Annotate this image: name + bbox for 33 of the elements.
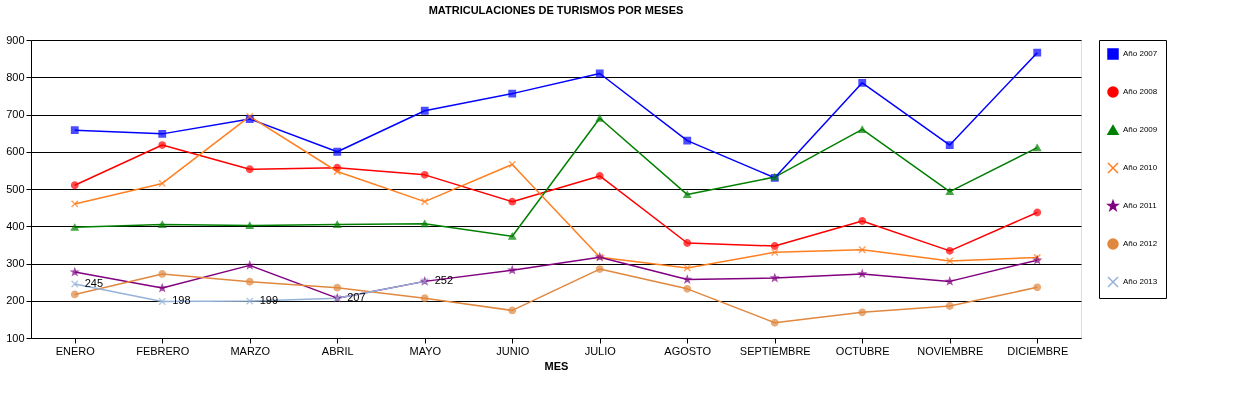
x-tick-label: DICIEMBRE <box>1007 344 1069 357</box>
x-tick-label: JULIO <box>584 344 617 357</box>
legend-label: Año 2011 <box>1123 201 1158 210</box>
y-tick-label: 700 <box>6 108 25 120</box>
legend-label: Año 2007 <box>1123 49 1158 58</box>
y-tick-label: 200 <box>6 294 25 307</box>
x-tick-label: OCTUBRE <box>835 344 890 357</box>
y-tick-label: 800 <box>6 70 25 83</box>
y-tick-label: 400 <box>6 219 25 232</box>
chart-title: MATRICULACIONES DE TURISMOS POR MESES <box>428 4 684 16</box>
legend-label: Año 2010 <box>1123 163 1158 172</box>
data-label: 245 <box>84 276 104 289</box>
x-tick-label: SEPTIEMBRE <box>739 344 811 357</box>
y-tick-label: 900 <box>6 33 25 46</box>
x-tick-label: MARZO <box>230 344 271 357</box>
x-tick-label: MAYO <box>409 344 442 357</box>
x-tick-label: ENERO <box>55 344 96 357</box>
data-label: 207 <box>347 291 366 304</box>
x-tick-label: ABRIL <box>321 344 354 357</box>
x-tick-label: AGOSTO <box>664 344 712 357</box>
x-axis-title: MES <box>544 359 569 372</box>
legend-label: Año 2012 <box>1123 239 1158 248</box>
x-tick-label: FEBRERO <box>136 344 190 357</box>
y-tick-label: 500 <box>6 182 25 195</box>
y-tick-label: 600 <box>6 145 25 158</box>
x-tick-label: NOVIEMBRE <box>917 344 984 357</box>
y-tick-label: 300 <box>6 257 25 269</box>
data-label: 198 <box>172 294 191 307</box>
legend-label: Año 2009 <box>1123 125 1158 134</box>
x-tick-label: JUNIO <box>496 344 530 357</box>
y-tick-label: 100 <box>6 331 25 344</box>
legend-label: Año 2008 <box>1123 87 1158 96</box>
legend-label: Año 2013 <box>1123 277 1158 286</box>
